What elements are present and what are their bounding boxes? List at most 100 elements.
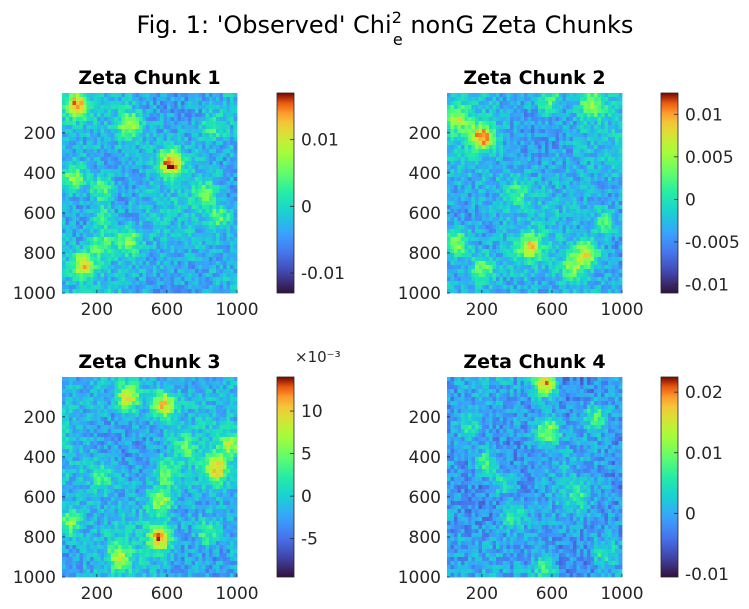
heatmap-cell: [72, 129, 77, 134]
heatmap-cell: [590, 197, 595, 202]
heatmap-cell: [212, 245, 217, 250]
heatmap-cell: [118, 129, 122, 134]
heatmap-cell: [569, 273, 574, 278]
heatmap-cell: [496, 165, 500, 170]
heatmap-cell: [104, 97, 108, 102]
heatmap-cell: [86, 261, 91, 266]
heatmap-cell: [527, 241, 532, 246]
heatmap-cell: [100, 93, 105, 98]
heatmap-cell: [559, 241, 563, 246]
heatmap-cell: [548, 105, 553, 110]
heatmap-cell: [202, 125, 206, 130]
heatmap-cell: [618, 161, 623, 166]
heatmap-cell: [125, 165, 129, 170]
heatmap-cell: [618, 225, 623, 230]
heatmap-cell: [163, 221, 168, 226]
heatmap-cell: [216, 161, 220, 166]
heatmap-cell: [219, 129, 224, 134]
heatmap-cell: [615, 245, 619, 250]
heatmap-cell: [114, 129, 119, 134]
heatmap-cell: [566, 253, 570, 258]
heatmap-cell: [128, 97, 133, 102]
heatmap-cell: [170, 221, 175, 226]
heatmap-cell: [475, 237, 479, 242]
heatmap-cell: [590, 285, 595, 290]
heatmap-cell: [587, 173, 591, 178]
heatmap-cell: [489, 93, 493, 98]
heatmap-cell: [520, 225, 525, 230]
heatmap-cell: [125, 205, 129, 210]
heatmap-cell: [576, 169, 581, 174]
heatmap-cell: [121, 165, 126, 170]
heatmap-cell: [583, 129, 588, 134]
heatmap-cell: [517, 161, 521, 166]
heatmap-cell: [597, 229, 602, 234]
heatmap-cell: [62, 141, 66, 146]
heatmap-cell: [69, 225, 73, 230]
heatmap-cell: [174, 157, 178, 162]
heatmap-cell: [447, 125, 451, 130]
heatmap-cell: [72, 289, 77, 294]
heatmap-cell: [531, 229, 535, 234]
heatmap-cell: [65, 101, 70, 106]
heatmap-cell: [576, 217, 581, 222]
heatmap-cell: [160, 153, 164, 158]
heatmap-cell: [174, 281, 178, 286]
heatmap-cell: [146, 109, 150, 114]
heatmap-cell: [531, 237, 535, 242]
heatmap-cell: [499, 169, 504, 174]
heatmap-cell: [97, 113, 101, 118]
heatmap-cell: [454, 257, 458, 262]
heatmap-cell: [489, 225, 493, 230]
heatmap-cell: [545, 285, 549, 290]
heatmap-cell: [618, 105, 623, 110]
heatmap-cell: [601, 249, 605, 254]
heatmap-cell: [608, 93, 612, 98]
heatmap-cell: [125, 273, 129, 278]
heatmap-cell: [83, 97, 87, 102]
heatmap-cell: [177, 273, 182, 278]
heatmap-cell: [202, 181, 206, 186]
heatmap-cell: [90, 105, 94, 110]
heatmap-cell: [506, 157, 511, 162]
heatmap-cell: [156, 237, 161, 242]
heatmap-cell: [499, 109, 504, 114]
heatmap-cell: [573, 257, 577, 262]
heatmap-cell: [576, 117, 581, 122]
heatmap-cell: [597, 181, 602, 186]
heatmap-cell: [156, 273, 161, 278]
heatmap-cell: [142, 177, 147, 182]
heatmap-cell: [76, 289, 80, 294]
heatmap-cell: [580, 221, 584, 226]
heatmap-cell: [552, 157, 556, 162]
heatmap-cell: [552, 141, 556, 146]
heatmap-cell: [548, 141, 553, 146]
heatmap-cell: [188, 165, 192, 170]
heatmap-cell: [118, 141, 122, 146]
heatmap-cell: [611, 101, 616, 106]
x-tick-label: 200: [81, 300, 113, 320]
heatmap-cell: [139, 281, 143, 286]
heatmap-cell: [482, 269, 486, 274]
heatmap-cell: [534, 265, 539, 270]
heatmap-cell: [191, 269, 196, 274]
heatmap-cell: [177, 225, 182, 230]
heatmap-cell: [107, 157, 112, 162]
heatmap-cell: [499, 233, 504, 238]
heatmap-cell: [513, 129, 518, 134]
heatmap-cell: [524, 189, 528, 194]
heatmap-cell: [482, 137, 486, 142]
heatmap-cell: [590, 121, 595, 126]
heatmap-cell: [128, 209, 133, 214]
heatmap-cell: [478, 113, 483, 118]
heatmap-cell: [608, 233, 612, 238]
heatmap-cell: [219, 133, 224, 138]
heatmap-cell: [209, 153, 213, 158]
heatmap-cell: [576, 181, 581, 186]
heatmap-cell: [506, 273, 511, 278]
heatmap-cell: [552, 241, 556, 246]
heatmap-cell: [576, 281, 581, 286]
heatmap-cell: [489, 209, 493, 214]
heatmap-cell: [566, 101, 570, 106]
heatmap-cell: [62, 273, 66, 278]
